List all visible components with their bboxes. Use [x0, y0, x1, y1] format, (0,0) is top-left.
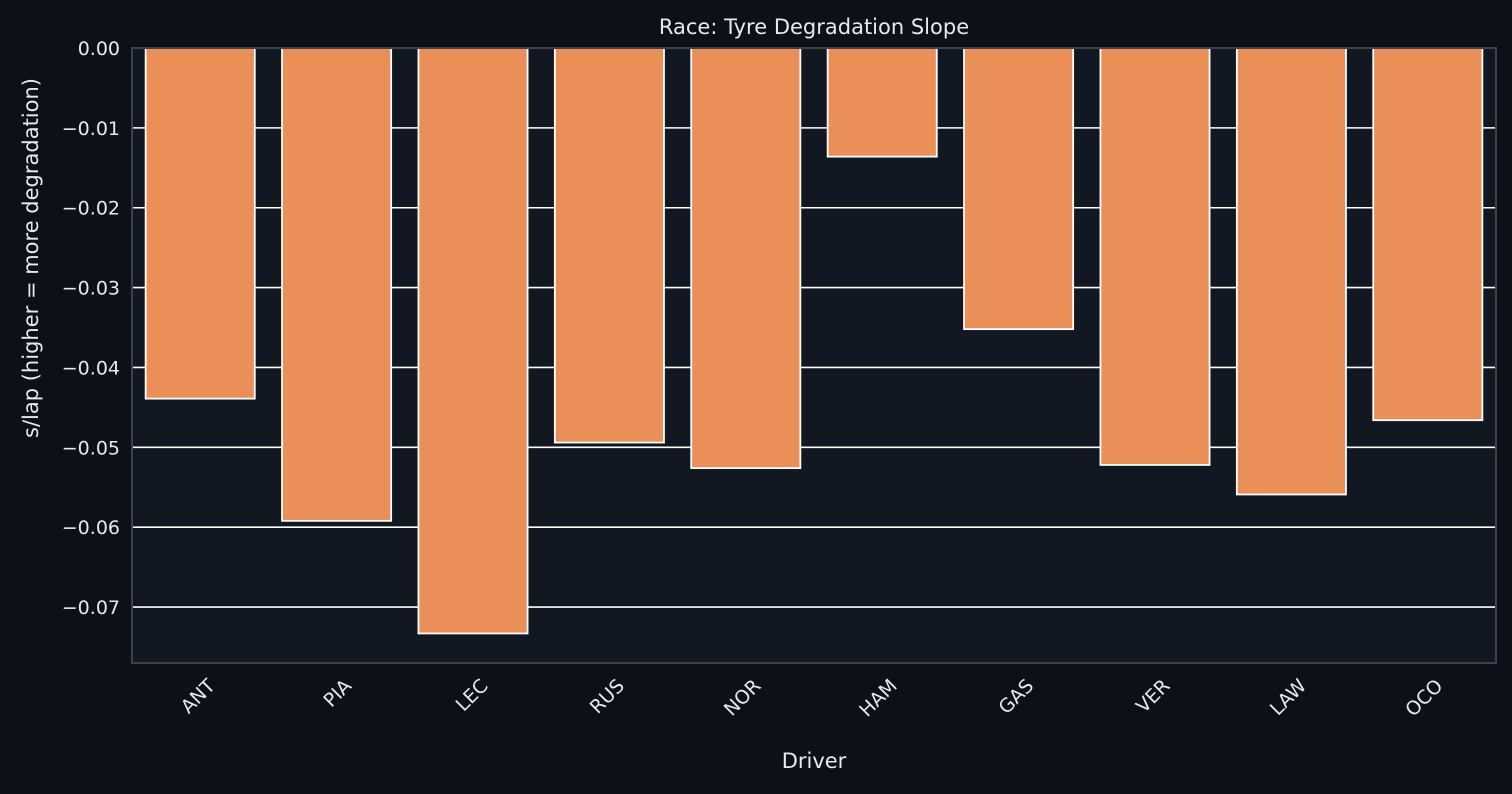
y-tick-label: −0.01 — [62, 118, 120, 140]
bar-ham — [826, 47, 938, 158]
bar-lec — [417, 47, 529, 635]
plot-frame — [131, 47, 1497, 664]
y-tick-label: −0.06 — [62, 517, 120, 539]
chart-title: Race: Tyre Degradation Slope — [659, 15, 969, 39]
bar-nor — [690, 47, 802, 470]
x-axis-label: Driver — [782, 749, 847, 773]
y-tick-label: −0.07 — [62, 597, 120, 619]
y-tick-label: −0.02 — [62, 198, 120, 220]
y-axis-label: s/lap (higher = more degradation) — [19, 78, 43, 438]
bars — [144, 47, 1484, 635]
y-tick-label: −0.05 — [62, 437, 120, 459]
bar-rus — [553, 47, 665, 444]
y-tick-label: −0.04 — [62, 357, 120, 379]
bar-gas — [963, 47, 1075, 331]
bar-oco — [1372, 47, 1484, 422]
bar-ver — [1099, 47, 1211, 466]
y-tick-label: 0.00 — [78, 38, 120, 60]
y-tick-labels: 0.00 −0.01 −0.02 −0.03 −0.04 −0.05 −0.06 −0.07 — [62, 38, 120, 619]
y-tick-label: −0.03 — [62, 278, 120, 300]
bar-ant — [144, 47, 256, 400]
bar-law — [1235, 47, 1347, 496]
bar-pia — [281, 47, 393, 522]
